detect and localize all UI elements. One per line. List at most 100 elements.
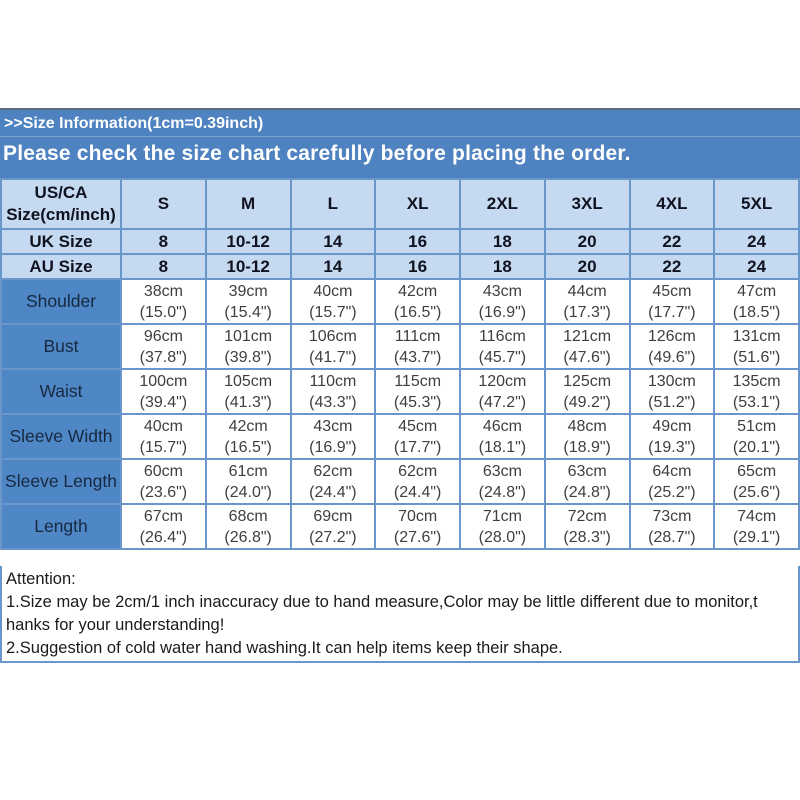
corner-header-line-0: US/CA xyxy=(34,183,88,202)
measurement-cell: 60cm (23.6") xyxy=(120,458,207,505)
measure-row: Bust 96cm (37.8") 101cm (39.8") 106cm (41.7") 1… xyxy=(0,323,800,370)
measurement-inch: (26.8") xyxy=(224,528,272,546)
measurement-cell: 130cm (51.2") xyxy=(628,368,716,415)
measurement-cell: 65cm (25.6") xyxy=(713,458,800,505)
measurement-inch: (25.6") xyxy=(732,483,781,501)
measurement-cell: 43cm (16.9") xyxy=(459,278,546,325)
attention-note: Attention: 1.Size may be 2cm/1 inch inac… xyxy=(0,566,800,663)
measurement-inch: (47.6") xyxy=(563,348,611,366)
size-value-cell: 22 xyxy=(628,228,716,255)
measurement-inch: (17.7") xyxy=(393,438,442,456)
measurement-inch: (20.1") xyxy=(732,438,781,456)
measurement-cm: 40cm xyxy=(313,282,353,300)
size-value-cell: 18 xyxy=(459,228,546,255)
banner: >>Size Information(1cm=0.39inch) Please … xyxy=(0,108,800,178)
measurement-cm: 121cm xyxy=(563,327,612,345)
measurement-inch: (16.5") xyxy=(393,303,442,321)
measurement-cell: 42cm (16.5") xyxy=(374,278,461,325)
measurement-inch: (45.7") xyxy=(478,348,527,366)
size-value-cell: 10-12 xyxy=(204,253,292,280)
measurement-inch: (43.7") xyxy=(393,348,442,366)
measurement-cm: 49cm xyxy=(652,417,692,435)
size-row: UK Size 8 10-12 14 16 18 20 22 24 xyxy=(0,228,800,255)
measurement-cell: 69cm (27.2") xyxy=(289,503,377,550)
attention-heading: Attention: xyxy=(6,570,76,588)
size-value-cell: 8 xyxy=(120,228,207,255)
measurement-inch: (18.9") xyxy=(563,438,611,456)
measurement-cm: 96cm xyxy=(143,327,183,345)
measurement-inch: (25.2") xyxy=(648,483,696,501)
measurement-inch: (27.6") xyxy=(393,528,442,546)
measurement-cm: 43cm xyxy=(482,282,522,300)
measurement-cm: 68cm xyxy=(228,507,268,525)
size-value-cell: 16 xyxy=(374,228,461,255)
measurement-cm: 110cm xyxy=(309,372,357,390)
size-value-cell: 24 xyxy=(713,253,800,280)
measurement-inch: (19.3") xyxy=(648,438,696,456)
size-value-cell: 14 xyxy=(289,228,377,255)
measure-row-label: Shoulder xyxy=(0,278,122,325)
measurement-cm: 120cm xyxy=(478,372,527,390)
measurement-inch: (15.7") xyxy=(139,438,188,456)
measurement-inch: (16.9") xyxy=(478,303,527,321)
measurement-cell: 111cm (43.7") xyxy=(374,323,461,370)
measurement-cell: 73cm (28.7") xyxy=(628,503,716,550)
measurement-cm: 131cm xyxy=(732,327,781,345)
measurement-cell: 70cm (27.6") xyxy=(374,503,461,550)
measurement-cell: 63cm (24.8") xyxy=(459,458,546,505)
measure-row-label: Bust xyxy=(0,323,122,370)
size-value-cell: 10-12 xyxy=(204,228,292,255)
measure-row: Sleeve Width 40cm (15.7") 42cm (16.5") 43cm (1… xyxy=(0,413,800,460)
measurement-cm: 39cm xyxy=(228,282,268,300)
measurement-cell: 47cm (18.5") xyxy=(713,278,800,325)
measurement-inch: (16.5") xyxy=(224,438,272,456)
measurement-cm: 100cm xyxy=(139,372,188,390)
measurement-cell: 63cm (24.8") xyxy=(543,458,631,505)
measurement-inch: (23.6") xyxy=(139,483,188,501)
size-value-cell: 18 xyxy=(459,253,546,280)
size-column-header: 3XL xyxy=(543,178,631,230)
measurement-cell: 45cm (17.7") xyxy=(628,278,716,325)
measurement-cm: 135cm xyxy=(732,372,781,390)
measurement-cm: 40cm xyxy=(143,417,183,435)
size-row: AU Size 8 10-12 14 16 18 20 22 24 xyxy=(0,253,800,280)
measurement-cell: 67cm (26.4") xyxy=(120,503,207,550)
measurement-inch: (28.0") xyxy=(478,528,527,546)
size-value-cell: 8 xyxy=(120,253,207,280)
measurement-inch: (53.1") xyxy=(732,393,781,411)
measurement-inch: (37.8") xyxy=(139,348,188,366)
size-column-header: XL xyxy=(374,178,461,230)
measurement-cm: 126cm xyxy=(647,327,696,345)
measurement-cm: 72cm xyxy=(567,507,607,525)
measurement-cell: 135cm (53.1") xyxy=(713,368,800,415)
measurement-cell: 42cm (16.5") xyxy=(204,413,292,460)
measure-row-label: Length xyxy=(0,503,122,550)
measurement-cell: 39cm (15.4") xyxy=(204,278,292,325)
measurement-inch: (39.4") xyxy=(139,393,188,411)
measurement-cell: 74cm (29.1") xyxy=(713,503,800,550)
measurement-cm: 45cm xyxy=(398,417,438,435)
measurement-inch: (41.7") xyxy=(309,348,357,366)
measurement-inch: (28.3") xyxy=(563,528,611,546)
size-column-header: 5XL xyxy=(713,178,800,230)
measure-row-label: Sleeve Width xyxy=(0,413,122,460)
measurement-inch: (51.2") xyxy=(648,393,696,411)
measurement-cm: 42cm xyxy=(398,282,438,300)
measurement-inch: (24.4") xyxy=(309,483,357,501)
measurement-cell: 62cm (24.4") xyxy=(374,458,461,505)
measurement-inch: (18.5") xyxy=(732,303,781,321)
size-chart-table: US/CA Size(cm/inch) S M L XL 2XL 3XL 4XL 5XL UK Si… xyxy=(0,178,800,550)
measurement-cm: 46cm xyxy=(482,417,522,435)
measurement-cm: 130cm xyxy=(647,372,696,390)
measurement-cm: 70cm xyxy=(398,507,438,525)
measurement-cell: 126cm (49.6") xyxy=(628,323,716,370)
measurement-inch: (24.4") xyxy=(393,483,442,501)
measurement-cm: 60cm xyxy=(143,462,183,480)
measurement-cell: 68cm (26.8") xyxy=(204,503,292,550)
size-value-cell: 22 xyxy=(628,253,716,280)
measurement-cm: 65cm xyxy=(737,462,777,480)
measurement-cm: 47cm xyxy=(737,282,777,300)
banner-notice: Please check the size chart carefully be… xyxy=(3,142,631,165)
measurement-cell: 49cm (19.3") xyxy=(628,413,716,460)
